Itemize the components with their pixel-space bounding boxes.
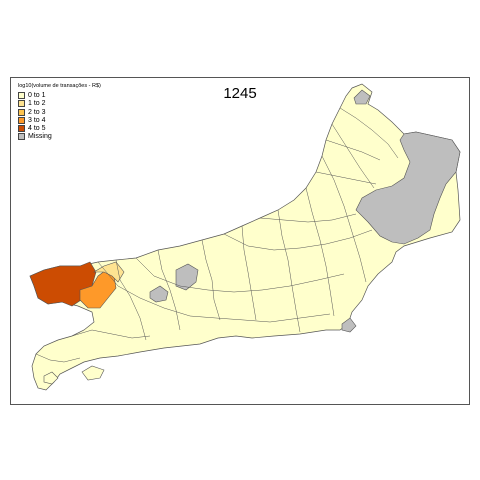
legend-swatch: [18, 92, 25, 99]
legend-swatch: [18, 133, 25, 141]
legend: log10(volume de transações - R$) 0 to 1 …: [18, 83, 101, 141]
legend-title: log10(volume de transações - R$): [18, 83, 101, 89]
legend-swatch: [18, 125, 25, 133]
legend-item: Missing: [18, 133, 101, 141]
region-north-tip: [353, 89, 371, 105]
legend-label: 3 to 4: [28, 116, 46, 124]
legend-label: 4 to 5: [28, 125, 46, 133]
legend-item: 1 to 2: [18, 100, 101, 108]
legend-label: Missing: [28, 133, 52, 141]
region-northeast: [355, 131, 461, 245]
island-shape: [81, 365, 105, 381]
legend-item: 4 to 5: [18, 125, 101, 133]
map-title: 1245: [223, 85, 257, 102]
legend-item: 0 to 1: [18, 92, 101, 100]
region-central-north: [175, 263, 199, 291]
legend-swatch: [18, 100, 25, 108]
legend-label: 1 to 2: [28, 100, 46, 108]
region-east-small: [341, 317, 357, 333]
region-west-medium: [79, 269, 117, 309]
legend-swatch: [18, 108, 25, 116]
island-shape: [43, 371, 59, 385]
legend-label: 2 to 3: [28, 108, 46, 116]
municipality-boundaries: [35, 107, 399, 363]
legend-swatch: [18, 116, 25, 124]
legend-label: 0 to 1: [28, 92, 46, 99]
region-central-south: [149, 285, 169, 303]
legend-item: 2 to 3: [18, 108, 101, 116]
legend-item: 3 to 4: [18, 116, 101, 124]
region-west-small: [92, 261, 125, 283]
